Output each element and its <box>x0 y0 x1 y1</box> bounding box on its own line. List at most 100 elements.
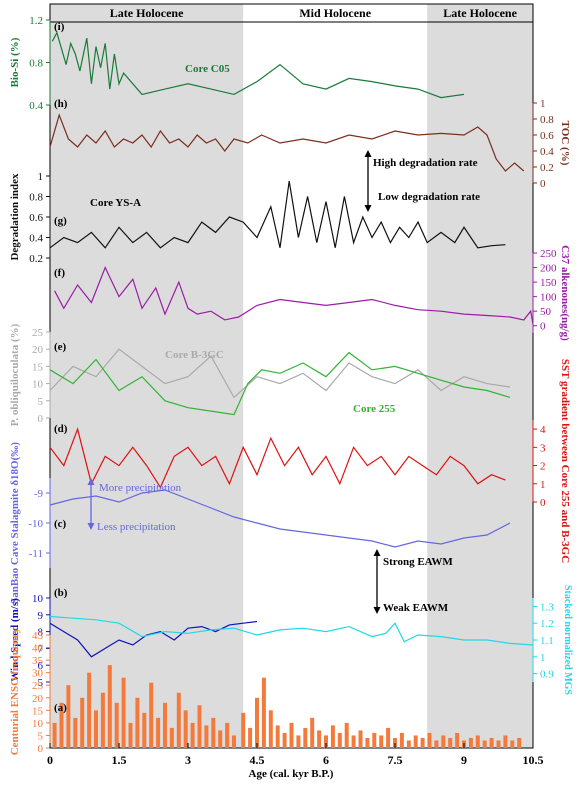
b-tick-label: 5 <box>38 677 44 689</box>
g-tick-label: 0.6 <box>29 212 43 224</box>
a-bar <box>73 717 78 748</box>
a-bar <box>59 702 64 748</box>
panel-b: 5 6 7 8 9 10 Wind Speed (m/s) 0.9 1 1.1 1.2 1.3 Stac… <box>9 556 573 695</box>
panel-label-c: (c) <box>54 518 67 530</box>
a-bar <box>372 732 377 748</box>
a-bar <box>317 730 322 748</box>
a-bar <box>330 725 335 748</box>
a-bar <box>197 705 202 748</box>
e-tick-label: 10 <box>32 379 44 391</box>
panel-label-h: (h) <box>54 98 68 110</box>
a-bar <box>268 710 273 748</box>
f-tick-label: 50 <box>540 306 552 318</box>
d-tick-label: 4 <box>540 424 546 436</box>
e-tick-label: 15 <box>32 361 44 373</box>
period-shade-2 <box>427 4 533 748</box>
b-right-axis-title: Stacked normalized MGS <box>562 585 573 695</box>
a-bar <box>100 692 105 748</box>
eawm-arrow-head-up <box>373 549 381 556</box>
c-tick-label: -10 <box>28 518 43 530</box>
c-series-line-0 <box>49 489 511 548</box>
c-axis-title: SanBao Cave Stalagmite δ18O(‰) <box>9 442 21 604</box>
x-tick-label: 3 <box>185 753 191 767</box>
a-bar <box>176 692 181 748</box>
eawm-arrow <box>373 549 381 614</box>
a-bar <box>52 722 57 748</box>
a-bar <box>386 727 391 748</box>
a-bar <box>107 665 112 748</box>
a-bar <box>66 685 71 748</box>
panel-label-b: (b) <box>54 587 68 599</box>
panel-f: 0 50 100 150 200 250 C37 alkenones(ng/g) (f) <box>54 245 571 341</box>
a-bar <box>289 722 294 748</box>
x-tick-label: 4.5 <box>250 753 265 767</box>
a-bar <box>351 735 356 748</box>
degradation-arrow-head-up <box>364 150 372 157</box>
h-series-line-0 <box>49 113 525 172</box>
panel-label-f: (f) <box>54 267 65 279</box>
h-axis-title: TOC (%) <box>559 121 571 166</box>
a-bar <box>225 722 230 748</box>
a-bar <box>135 697 140 748</box>
a-bar <box>365 737 370 748</box>
a-bar <box>434 740 439 748</box>
c-tick-label: -9 <box>34 488 44 500</box>
g-annotation-0: Core YS-A <box>90 197 141 209</box>
x-tick-label: 9 <box>461 753 467 767</box>
a-bar <box>448 737 453 748</box>
a-bar <box>80 697 85 748</box>
a-bar <box>261 677 266 748</box>
g-tick-label: 0.8 <box>29 192 43 204</box>
a-bar <box>406 740 411 748</box>
a-bar <box>121 677 126 748</box>
a-bar <box>275 725 280 748</box>
c-annotation-1: Less precipitation <box>97 521 176 533</box>
i-tick-label: 0.4 <box>29 100 43 112</box>
g-series-line-0 <box>49 181 506 249</box>
a-bar <box>455 732 460 748</box>
a-bar <box>475 735 480 748</box>
g-tick-label: 0.4 <box>29 233 43 245</box>
panel-label-i: (i) <box>54 21 65 33</box>
g-annotation-1: High degradation rate <box>373 157 478 169</box>
x-tick-label: 10.5 <box>523 753 544 767</box>
period-label-0: Late Holocene <box>110 6 184 20</box>
b-annotation-1: Weak EAWM <box>383 602 449 614</box>
x-tick-label: 6 <box>323 753 329 767</box>
a-bar <box>204 725 209 748</box>
a-bar <box>468 737 473 748</box>
degradation-arrow-head-down <box>364 205 372 212</box>
f-series-line-0 <box>54 265 534 325</box>
a-axis-title: Centurial ENSO frequency <box>9 627 21 755</box>
e-series-line-1 <box>49 351 511 416</box>
a-bar <box>310 717 315 748</box>
e-series-line-0 <box>49 348 511 399</box>
a-bar <box>296 735 301 748</box>
x-tick-label: 7.5 <box>388 753 403 767</box>
a-tick-label: 20 <box>32 693 44 705</box>
g-axis-title: Degradation index <box>9 173 21 261</box>
f-tick-label: 150 <box>540 277 557 289</box>
f-tick-label: 100 <box>540 292 557 304</box>
a-bar <box>255 697 259 748</box>
f-tick-label: 200 <box>540 263 557 275</box>
x-axis: 0 1.5 3 4.5 6 7.5 9 10.5 Age (cal. kyr B.P.) <box>47 743 544 780</box>
e-tick-label: 20 <box>32 344 44 356</box>
panel-label-e: (e) <box>54 341 67 353</box>
b-tick-label: 7 <box>38 643 44 655</box>
a-bar <box>420 737 425 748</box>
a-bar <box>510 740 515 748</box>
a-bar <box>496 740 501 748</box>
h-tick-label: 1 <box>540 98 546 110</box>
a-bar <box>169 727 174 748</box>
a-tick-label: 15 <box>32 705 44 717</box>
a-bar <box>489 737 494 748</box>
a-tick-label: 0 <box>38 743 44 755</box>
i-annotation-0: Core C05 <box>185 63 230 75</box>
a-bar <box>183 710 188 748</box>
precipitation-arrow-head-down <box>87 523 95 530</box>
x-axis-title: Age (cal. kyr B.P.) <box>249 768 334 780</box>
i-axis-title: Bio-Si (%) <box>9 37 21 87</box>
g-tick-label: 1 <box>38 171 44 183</box>
